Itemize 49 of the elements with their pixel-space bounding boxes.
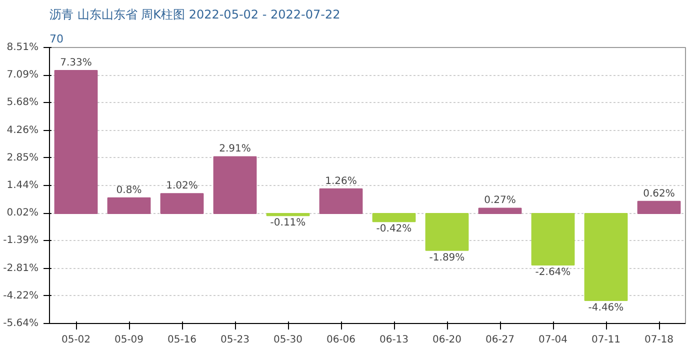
y-tick-label: 5.68% <box>6 97 39 108</box>
y-tick-label: 1.44% <box>6 180 39 191</box>
chart-title: 沥青 山东山东省 周K柱图 2022-05-02 - 2022-07-22 <box>50 8 340 22</box>
bar <box>478 208 522 214</box>
data-label: -1.89% <box>429 252 465 264</box>
x-tick-label: 05-02 <box>61 334 91 346</box>
y-tick-label: -4.22% <box>3 290 39 302</box>
x-tick-label: 06-13 <box>379 334 409 346</box>
x-tick-label: 05-23 <box>220 334 250 346</box>
y-tick-label: 0.02% <box>6 208 39 219</box>
data-label: 0.8% <box>116 184 142 196</box>
data-label: 0.62% <box>643 188 675 200</box>
data-label: 1.02% <box>166 180 198 192</box>
y-tick-label: -1.39% <box>3 235 39 246</box>
bar <box>160 193 204 214</box>
bar <box>213 156 257 214</box>
x-tick-label: 06-06 <box>326 334 356 346</box>
chart-subtitle: 70 <box>50 32 64 46</box>
bar <box>54 70 98 214</box>
x-tick-label: 06-20 <box>432 334 462 346</box>
bar <box>531 212 575 266</box>
x-tick-label: 07-18 <box>644 334 674 346</box>
y-tick-label: 8.51% <box>6 42 39 53</box>
bar <box>107 197 151 214</box>
y-tick-label: -2.81% <box>3 262 39 274</box>
x-tick-label: 05-30 <box>273 334 303 346</box>
data-label: -0.42% <box>376 224 412 235</box>
data-label: -4.46% <box>588 302 624 314</box>
y-tick-label: 4.26% <box>6 124 39 136</box>
x-tick-label: 07-11 <box>591 334 621 346</box>
bar <box>584 212 628 301</box>
bar <box>319 188 363 214</box>
y-tick-label: 7.09% <box>6 70 39 81</box>
bar <box>425 212 469 251</box>
x-tick-label: 07-04 <box>538 334 568 346</box>
y-tick-label: -5.64% <box>3 318 39 329</box>
data-label: 7.33% <box>60 58 92 69</box>
data-label: -2.64% <box>535 266 571 278</box>
x-tick-label: 05-16 <box>167 334 197 346</box>
data-label: 0.27% <box>484 195 516 206</box>
x-tick-label: 06-27 <box>485 334 515 346</box>
bar <box>266 212 310 216</box>
data-label: 1.26% <box>325 176 357 187</box>
data-label: -0.11% <box>270 218 306 229</box>
bar <box>637 200 681 214</box>
bar <box>372 212 416 222</box>
data-label: 2.91% <box>219 144 251 155</box>
y-tick-label: 2.85% <box>6 152 39 164</box>
x-tick-label: 05-09 <box>114 334 144 346</box>
